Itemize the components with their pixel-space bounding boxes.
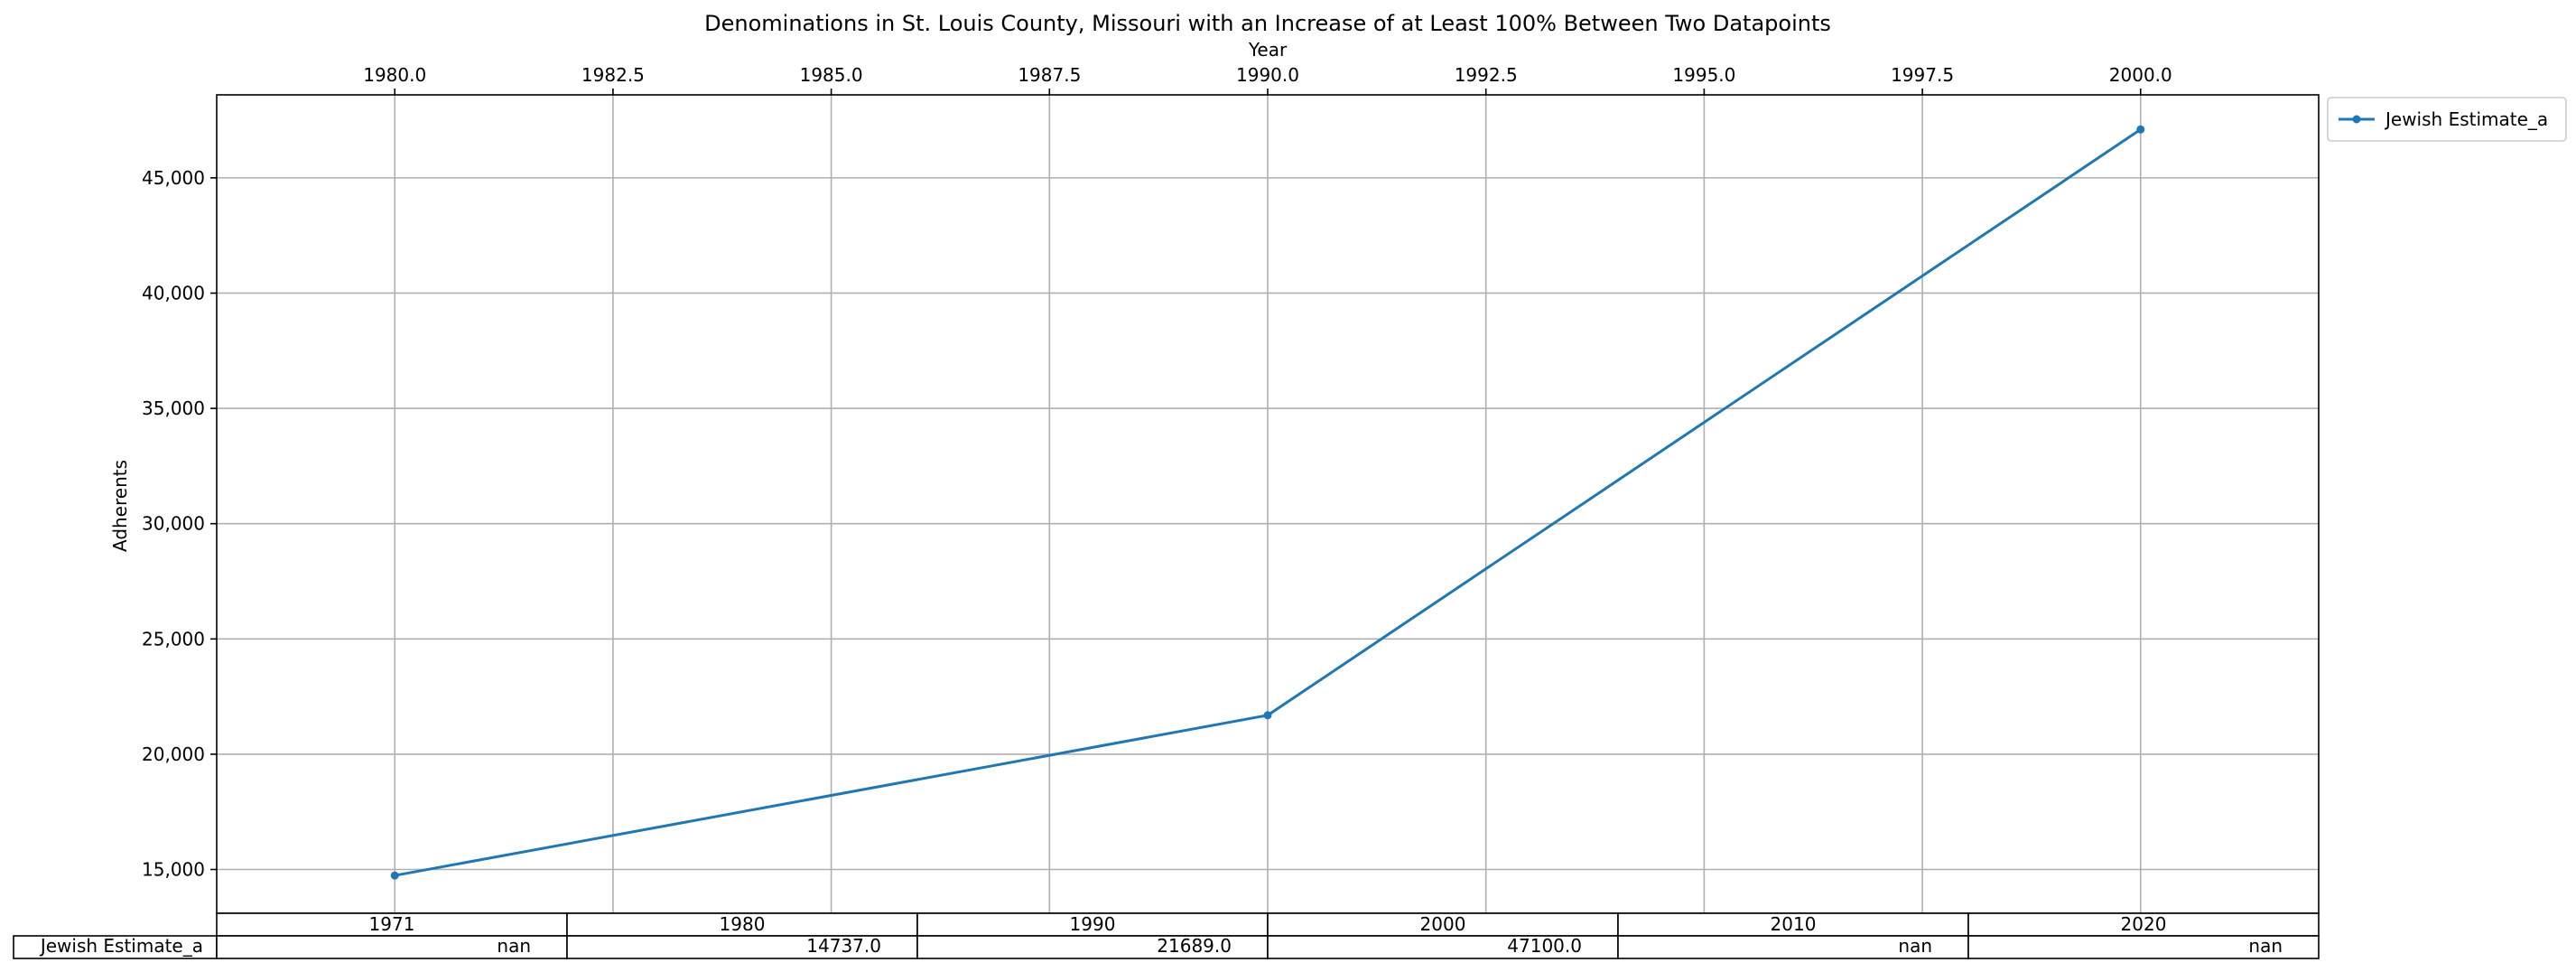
table-row-label: Jewish Estimate_a	[39, 935, 203, 957]
x-tick-label: 1995.0	[1672, 64, 1735, 86]
y-tick-label: 15,000	[142, 859, 205, 881]
y-tick-label: 40,000	[142, 282, 205, 304]
x-tick-label: 2000.0	[2109, 64, 2172, 86]
table-cell-value: 47100.0	[1507, 935, 1582, 957]
x-tick-label: 1992.5	[1455, 64, 1518, 86]
legend[interactable]: Jewish Estimate_a	[2327, 97, 2567, 142]
legend-marker	[2352, 115, 2361, 124]
table-header-label: 1971	[369, 913, 415, 935]
data-point[interactable]	[2136, 125, 2145, 134]
y-tick-label: 35,000	[142, 397, 205, 419]
table-cell	[1267, 935, 1619, 959]
legend-box	[2327, 97, 2567, 142]
table-cell-value: nan	[2248, 935, 2283, 957]
data-point[interactable]	[390, 871, 399, 880]
table-cell-value: nan	[1898, 935, 1932, 957]
table-cell-value: 21689.0	[1157, 935, 1232, 957]
table-row-label-cell	[13, 935, 218, 959]
table-cell	[566, 935, 918, 959]
table-cell	[916, 935, 1269, 959]
data-point[interactable]	[1263, 711, 1272, 720]
table-cell	[1967, 935, 2320, 959]
table-cell	[1617, 935, 1969, 959]
x-tick-label: 1997.5	[1891, 64, 1954, 86]
legend-label: Jewish Estimate_a	[2384, 108, 2548, 130]
chart-title: Denominations in St. Louis County, Misso…	[704, 11, 1831, 36]
series-layer	[390, 125, 2145, 880]
table-header-cell	[1967, 912, 2320, 937]
grid-lines	[217, 95, 2319, 913]
table-header-cell	[566, 912, 918, 937]
x-tick-label: 1987.5	[1018, 64, 1081, 86]
table-cell-value: nan	[497, 935, 531, 957]
x-tick-label: 1990.0	[1236, 64, 1299, 86]
table-header-label: 2020	[2121, 913, 2167, 935]
x-tick-label: 1985.0	[800, 64, 863, 86]
y-tick-label: 30,000	[142, 513, 205, 535]
x-tick-label: 1980.0	[363, 64, 426, 86]
table-header-label: 1990	[1070, 913, 1116, 935]
table-header-label: 1980	[720, 913, 766, 935]
axes: 1980.0 1982.5 1985.0 1987.5 1990.0 1992.5 1995…	[142, 64, 2320, 914]
y-tick-label: 25,000	[142, 628, 205, 650]
table-cell-value: 14737.0	[806, 935, 881, 957]
y-axis-label: Adherents	[109, 460, 131, 552]
y-tick-label: 45,000	[142, 167, 205, 189]
table-header-label: 2000	[1420, 913, 1466, 935]
y-tick-label: 20,000	[142, 743, 205, 765]
data-table: 1971 1980 1990 2000 2010 2020 Jewish Estimate_…	[13, 912, 2320, 959]
table-header-label: 2010	[1771, 913, 1817, 935]
x-axis-label: Year	[1248, 39, 1288, 61]
table-header-cell	[1267, 912, 1619, 937]
x-tick-label: 1982.5	[581, 64, 645, 86]
